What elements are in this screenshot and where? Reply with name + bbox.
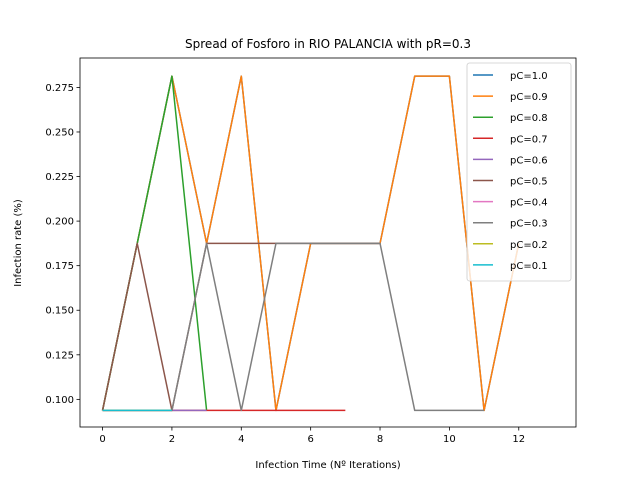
x-tick-label: 4 <box>238 434 244 445</box>
x-tick-label: 12 <box>512 434 525 445</box>
legend-label: pC=1.0 <box>510 71 548 82</box>
legend-label: pC=0.1 <box>510 261 548 272</box>
x-tick-label: 6 <box>307 434 313 445</box>
legend-label: pC=0.4 <box>510 198 548 209</box>
chart-title: Spread of Fosforo in RIO PALANCIA with p… <box>185 37 471 51</box>
plot-frame <box>79 57 577 428</box>
legend-label: pC=0.6 <box>510 155 548 166</box>
legend-label: pC=0.3 <box>510 219 548 230</box>
x-tick-label: 10 <box>443 434 456 445</box>
x-tick-label: 8 <box>377 434 383 445</box>
y-axis-label: Infection rate (%) <box>13 199 24 287</box>
legend-label: pC=0.5 <box>510 177 548 188</box>
y-tick-label: 0.225 <box>45 172 74 183</box>
y-tick-label: 0.150 <box>45 306 74 317</box>
y-tick-label: 0.200 <box>45 217 74 228</box>
x-tick-label: 0 <box>99 434 105 445</box>
series-layer <box>101 75 520 412</box>
series-line-pC=0.8 <box>101 75 208 411</box>
legend-label: pC=0.8 <box>510 113 548 124</box>
y-tick-label: 0.100 <box>45 395 74 406</box>
legend: pC=1.0 pC=0.9 pC=0.8 pC=0.7 pC=0.6 pC=0.5 pC=0… <box>466 62 572 282</box>
ticks-layer: 0 2 4 6 8 10 12 0.100 0.125 0.150 0.175 0.200 0.225 0… <box>45 83 525 445</box>
legend-label: pC=0.2 <box>510 240 548 251</box>
legend-label: pC=0.7 <box>510 134 548 145</box>
series-line-pC=0.5 <box>101 242 381 412</box>
x-tick-label: 2 <box>169 434 175 445</box>
y-tick-label: 0.275 <box>45 83 74 94</box>
y-tick-label: 0.250 <box>45 127 74 138</box>
legend-label: pC=0.9 <box>510 92 548 103</box>
y-tick-label: 0.125 <box>45 350 74 361</box>
x-axis-label: Infection Time (Nº Iterations) <box>255 460 400 471</box>
y-tick-label: 0.175 <box>45 261 74 272</box>
